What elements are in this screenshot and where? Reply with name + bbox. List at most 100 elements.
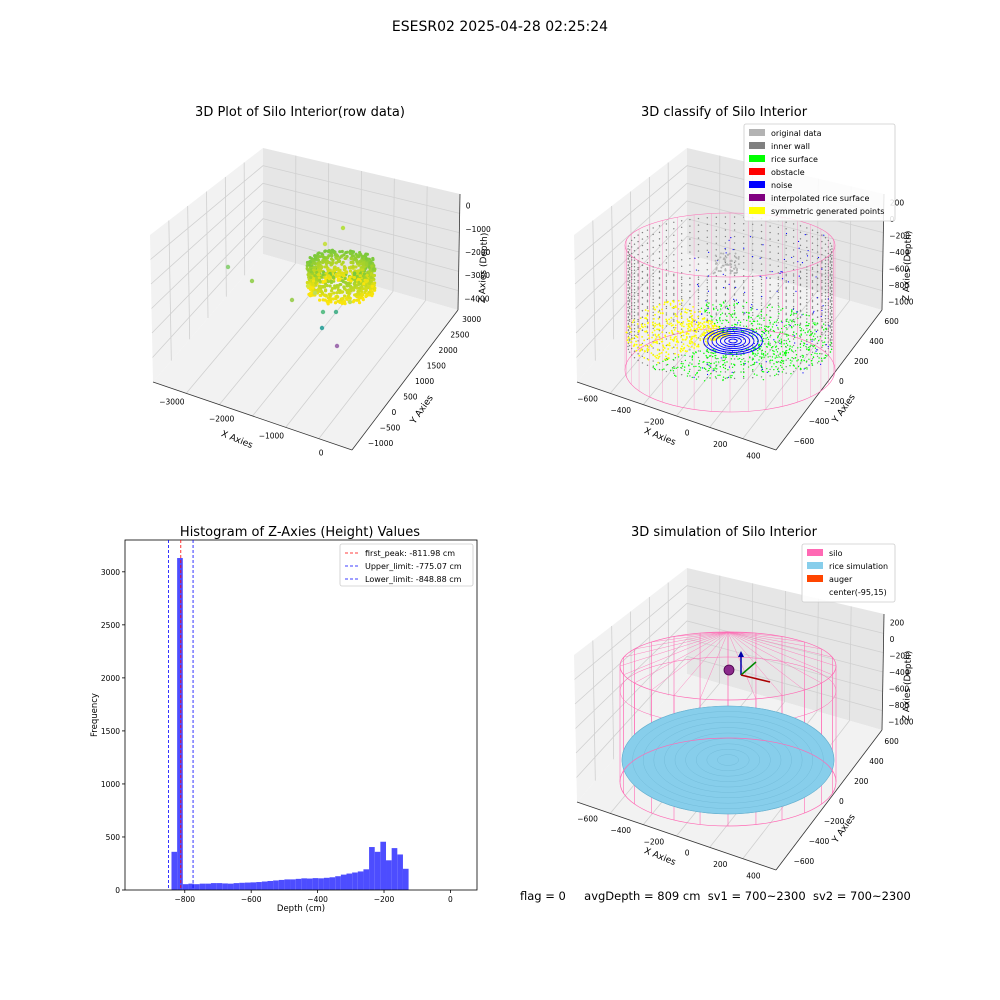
- classify-rice-surface-point: [795, 354, 798, 356]
- raw-outlier-point: [249, 278, 255, 284]
- classify-inner-wall-point: [680, 291, 683, 294]
- classify-rice-surface-point: [822, 323, 825, 325]
- classify-inner-wall-point: [831, 345, 833, 348]
- simulation-rice-contour: [653, 722, 803, 799]
- classify-rice-surface-point: [783, 325, 786, 327]
- classify-original-point: [726, 253, 729, 256]
- classify-noise-point: [708, 251, 710, 253]
- classify-inner-wall-point: [630, 334, 633, 337]
- classify-inner-wall-point: [751, 314, 754, 317]
- classify-symmetric-point: [673, 338, 676, 340]
- classify-inner-wall-point: [697, 337, 700, 339]
- classify-inner-wall-point: [806, 292, 808, 294]
- classify-rice-surface-point: [722, 356, 724, 359]
- classify-noise-point: [705, 300, 707, 302]
- histogram-bar: [357, 871, 364, 890]
- classify-inner-wall-point: [633, 259, 636, 261]
- classify-symmetric-point: [661, 308, 663, 311]
- classify-symmetric-point: [684, 308, 687, 311]
- classify-noise-point: [722, 350, 725, 352]
- classify-inner-wall-point: [799, 355, 802, 358]
- classify-rice-surface-point: [752, 335, 754, 337]
- classify-rice-surface-point: [710, 315, 713, 318]
- classify-rice-surface-point: [810, 360, 813, 362]
- raw-point: [351, 264, 355, 269]
- classify-inner-wall-point: [633, 305, 636, 307]
- classify-inner-wall-point: [673, 260, 675, 262]
- classify-rice-surface-point: [771, 359, 774, 361]
- classify-inner-wall-point: [627, 280, 629, 283]
- raw-point: [338, 282, 342, 287]
- simulation-silo-roof-wire: [727, 631, 822, 684]
- classify-noise-point: [737, 322, 739, 324]
- classify-legend-label: inner wall: [771, 142, 810, 151]
- classify-inner-wall-point: [633, 324, 636, 326]
- classify-inner-wall-point: [630, 282, 633, 285]
- classify-noise-point: [766, 371, 768, 373]
- classify-rice-surface-point: [791, 309, 793, 311]
- classify-rice-surface-point: [812, 318, 814, 320]
- classify-noise-point: [693, 320, 695, 322]
- classify-symmetric-point: [684, 350, 687, 352]
- classify-symmetric-point: [635, 349, 638, 352]
- simulation-z-tick-label: −600: [889, 685, 910, 694]
- classify-z-tick-label: −800: [888, 281, 909, 290]
- classify-inner-wall-point: [751, 370, 754, 372]
- classify-symmetric-point: [636, 336, 639, 339]
- classify-symmetric-point: [654, 313, 656, 316]
- classify-rice-surface-point: [765, 334, 767, 336]
- classify-symmetric-point: [694, 343, 696, 346]
- classify-rice-surface-point: [799, 324, 801, 326]
- raw-point: [337, 274, 341, 278]
- classify-inner-wall-point: [769, 355, 771, 358]
- classify-inner-wall-point: [680, 289, 683, 291]
- simulation-y-tick-label: −400: [809, 837, 830, 846]
- classify-symmetric-point: [686, 344, 689, 347]
- classify-inner-wall-point: [799, 270, 802, 273]
- raw-point: [332, 291, 336, 295]
- classify-rice-surface-point: [691, 376, 693, 379]
- classify-inner-wall-point: [760, 224, 763, 226]
- classify-rice-surface-point: [819, 335, 821, 338]
- classify-inner-wall-point: [751, 331, 754, 333]
- classify-symmetric-point: [653, 317, 655, 320]
- raw-point: [316, 264, 321, 268]
- raw-point: [340, 279, 345, 283]
- classify-inner-wall-point: [742, 275, 745, 277]
- classify-inner-wall-point: [724, 235, 727, 238]
- classify-inner-wall-point: [806, 288, 808, 291]
- classify-noise-point: [707, 275, 710, 277]
- classify-rice-surface-point: [677, 356, 680, 358]
- classify-symmetric-point: [671, 338, 674, 341]
- classify-rice-surface-point: [684, 354, 686, 357]
- classify-inner-wall-point: [633, 272, 636, 274]
- classify-symmetric-point: [674, 305, 677, 307]
- classify-inner-wall-point: [646, 326, 649, 329]
- classify-rice-surface-point: [746, 319, 748, 322]
- classify-inner-wall-point: [689, 238, 691, 240]
- classify-symmetric-point: [682, 325, 685, 328]
- classify-inner-wall-point: [715, 249, 718, 251]
- classify-symmetric-point: [695, 336, 698, 339]
- simulation-silo-roof-wire: [673, 631, 729, 696]
- classify-symmetric-point: [685, 311, 688, 314]
- classify-noise-point: [781, 321, 783, 323]
- raw-point: [333, 301, 338, 305]
- raw-point: [317, 278, 322, 283]
- classify-inner-wall-point: [665, 268, 668, 271]
- classify-inner-wall-point: [830, 277, 833, 280]
- classify-inner-wall-point: [689, 336, 691, 338]
- classify-inner-wall-point: [706, 298, 709, 301]
- classify-inner-wall-point: [829, 332, 832, 334]
- classify-inner-wall-point: [827, 272, 830, 274]
- raw-point: [367, 290, 371, 295]
- classify-inner-wall-point: [724, 299, 727, 302]
- classify-rice-surface-point: [757, 350, 759, 352]
- classify-rice-surface-point: [726, 361, 728, 363]
- classify-original-point: [722, 264, 725, 267]
- classify-symmetric-point: [635, 335, 637, 337]
- classify-symmetric-point: [652, 306, 655, 309]
- classify-inner-wall-point: [641, 296, 644, 299]
- classify-inner-wall-point: [792, 249, 795, 251]
